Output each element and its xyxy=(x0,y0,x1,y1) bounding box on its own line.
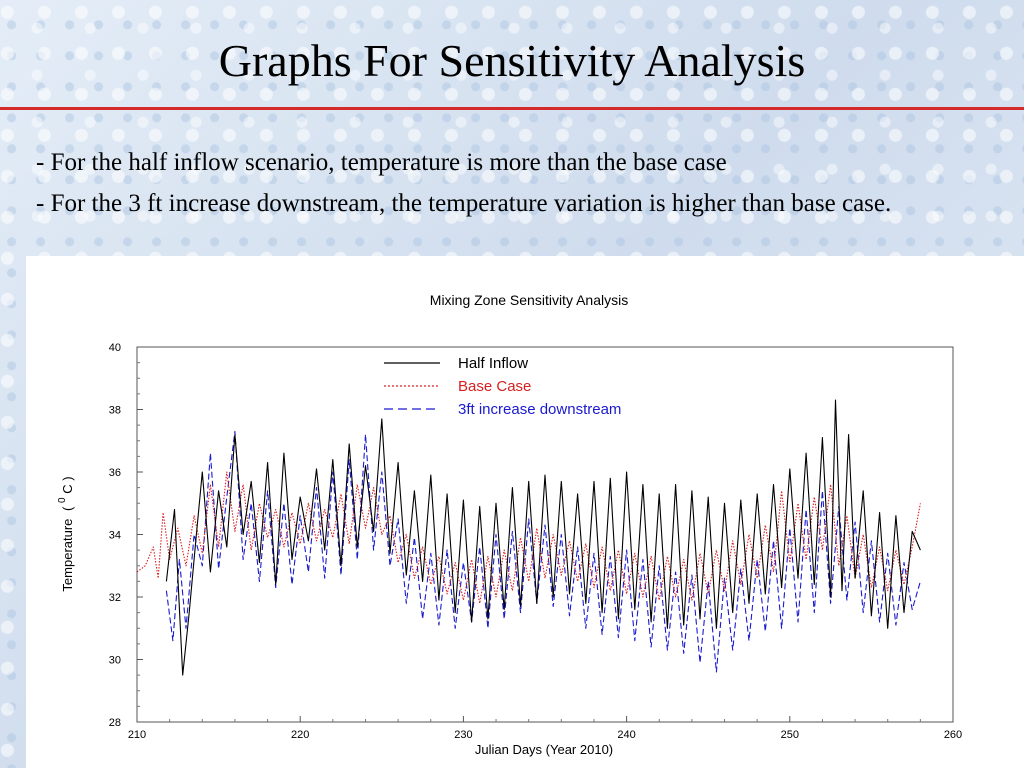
title-rule xyxy=(0,107,1024,110)
chart-figure: Mixing Zone Sensitivity Analysis 28 30 32 3… xyxy=(26,256,1024,768)
series-layer xyxy=(136,399,921,676)
y-tick-label: 40 xyxy=(109,342,121,354)
bullet-item: - For the 3 ft increase downstream, the … xyxy=(36,190,892,217)
y-tick-label: 34 xyxy=(109,530,121,542)
y-tick-label: 28 xyxy=(109,717,121,729)
x-axis: 210 220 230 240 250 260 xyxy=(128,716,962,741)
y-axis-label: Temperature ( 0 C ) xyxy=(53,476,75,591)
y-tick-label: 30 xyxy=(109,655,121,667)
legend: Half Inflow Base Case 3ft increase downstr… xyxy=(384,355,621,418)
y-tick-label: 36 xyxy=(109,467,121,479)
x-axis-label: Julian Days (Year 2010) xyxy=(475,742,613,757)
y-axis-label-sup: 0 xyxy=(57,497,68,503)
y-axis-label-text: Temperature xyxy=(60,519,75,592)
y-tick-label: 32 xyxy=(109,592,121,604)
x-tick-label: 210 xyxy=(128,729,146,741)
series-line-1 xyxy=(136,471,921,604)
chart-svg: Mixing Zone Sensitivity Analysis 28 30 32 3… xyxy=(53,292,962,757)
legend-label: 3ft increase downstream xyxy=(458,401,621,418)
y-axis-label-paren-open: ( xyxy=(60,506,75,511)
x-tick-label: 230 xyxy=(454,729,472,741)
y-axis-label-paren-close: ) xyxy=(60,476,75,480)
x-tick-label: 260 xyxy=(944,729,962,741)
slide-title: Graphs For Sensitivity Analysis xyxy=(218,35,806,86)
chart-title: Mixing Zone Sensitivity Analysis xyxy=(430,292,628,308)
series-line-0 xyxy=(165,399,921,676)
x-tick-label: 250 xyxy=(781,729,799,741)
bullet-list: - For the half inflow scenario, temperat… xyxy=(36,142,1011,224)
x-tick-label: 220 xyxy=(291,729,309,741)
x-tick-label: 240 xyxy=(617,729,635,741)
legend-label: Half Inflow xyxy=(458,355,528,372)
y-axis-label-group: Temperature ( 0 C ) xyxy=(53,476,75,591)
legend-label: Base Case xyxy=(458,378,531,395)
y-axis: 28 30 32 34 36 38 40 xyxy=(109,342,143,729)
bullet-item: - For the half inflow scenario, temperat… xyxy=(36,149,727,176)
series-line-2 xyxy=(165,430,921,673)
y-axis-label-unit: C xyxy=(60,484,75,493)
y-tick-label: 38 xyxy=(109,405,121,417)
